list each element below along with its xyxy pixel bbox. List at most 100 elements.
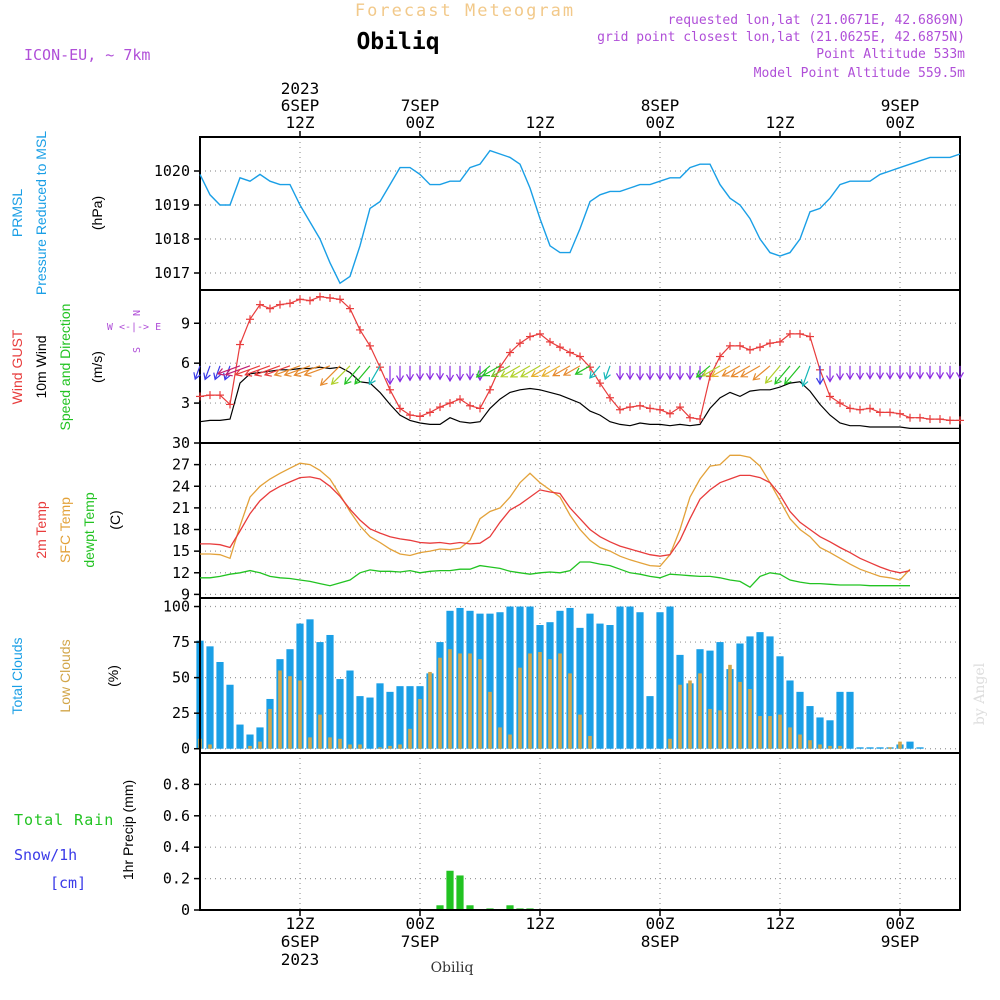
y-tick-label: 0.8: [163, 775, 190, 793]
bottom-time-label: 00Z: [406, 914, 435, 933]
snow-units: [cm]: [50, 874, 86, 892]
total-cloud-bar: [776, 656, 784, 749]
wind-arrow-head: [675, 372, 685, 381]
wind-arrow-head: [865, 372, 875, 380]
top-time-label: 8SEP: [641, 96, 680, 115]
clouds-panel: 0 25 50 75 100 Total Clouds Low Clouds (%) b…: [9, 597, 988, 758]
bottom-time-label: 12Z: [766, 914, 795, 933]
wind-arrow-head: [695, 370, 704, 378]
wind-arrow-head: [774, 376, 782, 385]
y-tick-label: 24: [172, 477, 190, 495]
wind-arrow-head: [520, 370, 529, 378]
wind-arrow-head: [905, 372, 915, 380]
total-cloud-bar: [376, 683, 384, 749]
wind-arrow-head: [655, 372, 665, 381]
wind-arrow-head: [283, 369, 292, 377]
y-tick-label: 6: [181, 354, 190, 372]
total-cloud-bar: [916, 747, 924, 749]
temp-dewpt-label: dewpt Temp: [81, 492, 97, 567]
wind-10m-line: [199, 366, 960, 429]
location-title: Obiliq: [356, 29, 439, 55]
total-cloud-bar: [756, 632, 764, 749]
total-cloud-bar: [496, 612, 504, 749]
wind-arrow: [711, 365, 731, 377]
total-clouds-label: Total Clouds: [9, 637, 25, 714]
precip-panel: 0 0.2 0.4 0.6 0.8 Total Rain Snow/1h [cm] 1h…: [14, 752, 961, 919]
total-cloud-bar: [806, 706, 814, 749]
wind-arrow-head: [710, 370, 719, 377]
low-cloud-bar: [458, 653, 462, 749]
top-time-label: 12Z: [766, 113, 795, 132]
wind-arrow-head: [562, 368, 571, 376]
low-cloud-bar: [838, 745, 842, 749]
wind-arrow-head: [530, 370, 539, 377]
point-altitude: Point Altitude 533m: [816, 47, 965, 62]
y-tick-label: 0: [181, 901, 190, 919]
rain-bar: [446, 870, 454, 910]
total-cloud-bar: [856, 747, 864, 749]
total-cloud-bar: [836, 691, 844, 749]
wind-arrow-head: [625, 372, 635, 381]
wind-arrow-head: [354, 376, 362, 385]
low-cloud-bar: [718, 710, 722, 749]
y-tick-label: 0.2: [163, 870, 190, 888]
low-cloud-bar: [338, 738, 342, 749]
wind-arrow-head: [915, 372, 925, 380]
y-tick-label: 9: [181, 585, 190, 603]
wind-arrow-head: [482, 369, 490, 377]
low-cloud-bar: [668, 738, 672, 749]
wind-arrow-head: [203, 372, 211, 381]
y-tick-label: 25: [172, 704, 190, 722]
wind-arrow-head: [635, 373, 645, 381]
wind-arrow: [304, 365, 331, 376]
wind-arrow-head: [955, 372, 965, 380]
total-cloud-bar: [866, 747, 874, 749]
y-tick-label: 75: [172, 633, 190, 651]
wind-arrow: [510, 365, 531, 378]
wind-arrow-head: [193, 372, 201, 381]
wind-arrow-head: [244, 369, 253, 377]
wind-arrow-head: [552, 369, 560, 377]
temp-units: (C): [107, 510, 123, 529]
low-cloud-bar: [398, 744, 402, 749]
top-time-label: 12Z: [286, 113, 315, 132]
wind-arrow: [235, 365, 261, 376]
wind-arrow: [284, 365, 311, 376]
total-cloud-bar: [656, 612, 664, 749]
low-cloud-bar: [808, 740, 812, 749]
total-cloud-bar: [816, 717, 824, 749]
low-cloud-bar: [318, 714, 322, 749]
wind-arrow: [264, 365, 291, 376]
model-label: ICON-EU, ~ 7km: [24, 46, 150, 64]
low-cloud-bar: [578, 714, 582, 749]
wind-arrow: [344, 365, 361, 385]
top-time-label: 00Z: [646, 113, 675, 132]
low-cloud-bar: [478, 659, 482, 749]
wind-arrow: [563, 365, 581, 376]
wind-arrow-head: [645, 372, 655, 381]
total-cloud-bar: [606, 625, 614, 749]
rain-bar: [436, 905, 444, 910]
snow-label: Snow/1h: [14, 846, 77, 864]
chart-title: Forecast Meteogram: [355, 1, 575, 21]
rain-bar: [456, 875, 464, 910]
low-cloud-bar: [328, 737, 332, 749]
wind-arrow: [491, 365, 511, 377]
wind-arrow: [552, 365, 571, 377]
wind-arrow-head: [435, 372, 445, 381]
requested-coords: requested lon,lat (21.0671E, 42.6869N): [668, 13, 965, 28]
wind-arrow: [575, 365, 591, 375]
wind-arrow: [731, 365, 751, 378]
low-cloud-bar: [508, 734, 512, 749]
total-cloud-bar: [406, 686, 414, 749]
wind-arrow: [520, 365, 541, 378]
compass-north: N: [132, 310, 143, 316]
low-cloud-bar: [778, 714, 782, 749]
wind-arrow: [331, 365, 351, 385]
wind-arrow-head: [721, 369, 730, 377]
y-tick-label: 1020: [154, 162, 190, 180]
wind-10m-label: 10m Wind: [33, 335, 49, 398]
wind-arrow-head: [319, 378, 328, 386]
low-cloud-bar: [528, 653, 532, 749]
